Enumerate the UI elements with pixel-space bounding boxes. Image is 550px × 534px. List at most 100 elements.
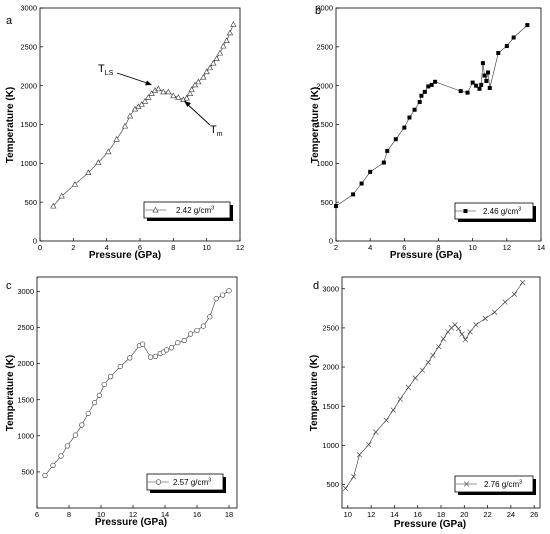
legend: 2.42 g/cm3 [143,201,233,221]
tick-group: 2 4 6 8 10 12 14 0 500 1000 1500 2000 2500 3000 [316,4,545,252]
data-point [152,353,158,360]
data-point [95,159,102,165]
marker-group [50,21,237,209]
data-point [412,107,417,112]
legend-marker [455,209,476,213]
tick-group: 6 8 10 12 14 16 18 500 1000 1500 2000 2500 3000 [17,287,233,519]
data-point [390,407,396,413]
data-point [195,78,202,85]
y-tick-label: 3000 [17,287,34,296]
data-point [194,327,200,334]
x-tick-label: 4 [105,243,109,252]
data-point [188,86,195,92]
legend-box [143,201,231,219]
data-point [64,443,70,449]
data-point [117,363,123,370]
data-point [405,384,412,391]
data-point [183,94,190,101]
x-tick-label: 10 [344,510,352,519]
data-point [419,93,424,98]
legend-label: 2.42 g/cm3 [176,206,214,216]
y-tick-label: 0 [329,237,333,246]
data-point [433,79,438,84]
marker-group [42,288,232,479]
data-point [96,392,102,398]
x-tick-label: 22 [483,510,491,519]
data-point [207,314,213,320]
data-point [140,341,146,347]
annotation-tls: TLS [98,63,152,86]
x-tick-label: 6 [402,243,406,252]
annotation-tm-subscript: m [217,131,223,138]
y-tick-label: 500 [24,198,37,207]
data-point [504,44,509,49]
data-point [186,90,194,96]
annotation-tls-arrowhead [145,80,152,86]
y-tick-label: 3000 [20,4,37,13]
data-point [429,82,434,87]
panel-c: c Pressure (GPa) Temperature (K) 6 8 10 12 1… [5,276,238,528]
data-point [72,432,78,438]
panel-d: d Pressure (GPa) Temperature (K) 10 12 14 1… [309,276,541,530]
x-tick-label: 26 [530,510,538,519]
data-point [366,441,372,448]
x-tick-label: 0 [38,243,42,252]
data-point [148,90,155,96]
annotation-tls-label: TLS [98,63,114,77]
y-tick-label: 500 [320,198,333,207]
x-tick-label: 8 [171,243,175,252]
legend-sample-marker [155,479,162,485]
y-tick-label: 500 [326,480,339,489]
marker-group [334,23,530,209]
x-tick-label: 6 [35,510,39,519]
data-point [351,192,356,197]
data-point [220,292,226,298]
x-tick-label: 14 [161,510,169,519]
x-tick-label: 2 [334,243,338,252]
data-point [467,329,473,335]
y-tick-label: 2500 [17,323,34,332]
data-point [181,337,187,344]
data-point [474,83,479,88]
data-point [165,88,172,95]
data-point [203,68,210,75]
data-point [175,340,181,346]
data-point [487,85,492,90]
x-tick-label: 12 [367,510,375,519]
data-point [223,37,230,44]
legend-marker [148,479,169,485]
data-point [368,169,373,174]
data-point [525,23,530,28]
y-tick-label: 2000 [17,359,34,368]
x-tick-label: 8 [436,243,440,252]
series-line [345,282,523,489]
data-point [220,42,227,49]
panel-label: b [315,5,321,17]
legend-box [146,473,224,491]
plot-frame [341,276,541,509]
annotation-tm-arrowhead [184,101,191,107]
data-point [200,323,206,329]
data-point [226,29,234,36]
panel-b: b Pressure (GPa) Temperature (K) 2 4 6 8 10 1… [310,4,545,261]
x-tick-label: 10 [202,243,210,252]
data-point [430,352,436,358]
data-point [397,396,403,402]
data-point [113,136,120,142]
legend-sample-marker [152,206,159,213]
x-axis-label: Pressure (GPa) [89,250,161,261]
data-point [213,55,220,61]
data-point [511,35,516,40]
x-axis-label: Pressure (GPa) [390,250,462,261]
data-point [342,485,349,492]
data-point [436,344,442,350]
data-point [351,474,357,480]
data-point [188,331,194,337]
tick-group: 0 2 4 6 8 10 12 0 500 1000 1500 2000 2500 3000 [20,4,244,252]
data-point [138,101,145,107]
x-tick-label: 10 [468,243,476,252]
legend: 2.46 g/cm3 [454,202,536,222]
data-point [85,169,92,176]
legend-sample-marker [463,481,470,487]
y-axis-label: Temperature (K) [5,355,16,432]
